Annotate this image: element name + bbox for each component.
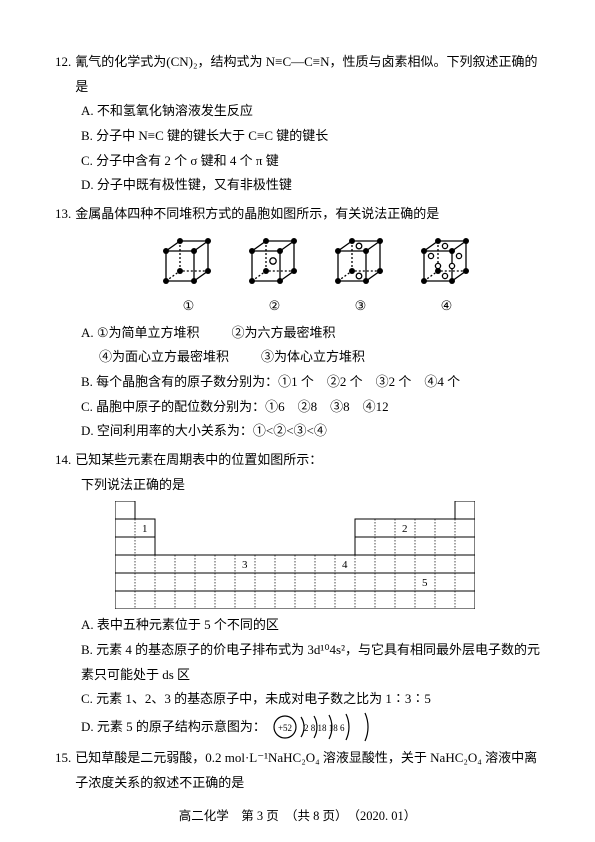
pt-label-1: 1	[142, 523, 148, 535]
q14-opt-d-text: D. 元素 5 的原子结构示意图为：	[81, 715, 266, 740]
q12-opt-d: D. 分子中既有极性键，又有非极性键	[55, 173, 540, 198]
q14-opt-c: C. 元素 1、2、3 的基态原子中，未成对电子数之比为 1∶3∶5	[55, 687, 540, 712]
q13-label-1: ①	[183, 294, 195, 319]
q13-text: 金属晶体四种不同堆积方式的晶胞如图所示，有关说法正确的是	[75, 202, 439, 227]
q12-text: 氰气的化学式为(CN)₂，结构式为 N≡C—C≡N，性质与卤素相似。下列叙述正确…	[75, 50, 540, 99]
q15-stem: 15. 已知草酸是二元弱酸，0.2 mol·L⁻¹NaHC₂O₄ 溶液显酸性，关…	[55, 746, 540, 795]
q13-opt-a3: ④为面心立方最密堆积	[99, 345, 229, 370]
q12-opt-c: C. 分子中含有 2 个 σ 键和 4 个 π 键	[55, 149, 540, 174]
q12-stem: 12. 氰气的化学式为(CN)₂，结构式为 N≡C—C≡N，性质与卤素相似。下列…	[55, 50, 540, 99]
q13-opt-c: C. 晶胞中原子的配位数分别为：①6 ②8 ③8 ④12	[55, 395, 540, 420]
q13-opt-a-row1: A. ①为简单立方堆积 ②为六方最密堆积	[55, 321, 540, 346]
q13-opt-a2: ②为六方最密堆积	[232, 321, 336, 346]
q13-num: 13.	[55, 202, 71, 227]
q13-label-2: ②	[269, 294, 281, 319]
cube-hcp-icon	[330, 233, 392, 293]
q14-opt-a: A. 表中五种元素位于 5 个不同的区	[55, 613, 540, 638]
atom-structure-icon: +52 2 8 18 18 6	[270, 712, 380, 742]
periodic-table-icon: 1 2 3 4 5	[115, 501, 475, 609]
cube-bcc-icon	[244, 233, 306, 293]
q13-opt-d: D. 空间利用率的大小关系为：①<②<③<④	[55, 419, 540, 444]
q12-opt-a: A. 不和氢氧化钠溶液发生反应	[55, 99, 540, 124]
q13-diagrams: ① ②	[95, 233, 540, 319]
question-13: 13. 金属晶体四种不同堆积方式的晶胞如图所示，有关说法正确的是 ①	[55, 202, 540, 444]
q13-opt-b: B. 每个晶胞含有的原子数分别为：①1 个 ②2 个 ③2 个 ④4 个	[55, 370, 540, 395]
pt-label-5: 5	[422, 577, 428, 589]
q14-opt-d: D. 元素 5 的原子结构示意图为： +52 2 8 18 18 6	[55, 712, 380, 742]
q14-opt-b: B. 元素 4 的基态原子的价电子排布式为 3d¹⁰4s²，与它具有相同最外层电…	[55, 638, 540, 687]
q14-sub: 下列说法正确的是	[55, 473, 540, 498]
cube-simple-icon	[158, 233, 220, 293]
q13-cube-1: ①	[158, 233, 220, 319]
q14-num: 14.	[55, 448, 71, 473]
q12-num: 12.	[55, 50, 71, 99]
question-14: 14. 已知某些元素在周期表中的位置如图所示： 下列说法正确的是	[55, 448, 540, 742]
q13-cube-2: ②	[244, 233, 306, 319]
q13-cube-3: ③	[330, 233, 392, 319]
q13-opt-a4: ③为体心立方堆积	[261, 345, 365, 370]
q14-periodic-table: 1 2 3 4 5	[115, 501, 540, 609]
q13-stem: 13. 金属晶体四种不同堆积方式的晶胞如图所示，有关说法正确的是	[55, 202, 540, 227]
q13-label-4: ④	[441, 294, 453, 319]
q13-label-3: ③	[355, 294, 367, 319]
cube-fcc-icon	[416, 233, 478, 293]
q13-cube-4: ④	[416, 233, 478, 319]
q14-stem: 14. 已知某些元素在周期表中的位置如图所示：	[55, 448, 540, 473]
q13-opt-a1: A. ①为简单立方堆积	[81, 321, 200, 346]
pt-label-2: 2	[402, 523, 408, 535]
pt-label-4: 4	[342, 559, 348, 571]
question-12: 12. 氰气的化学式为(CN)₂，结构式为 N≡C—C≡N，性质与卤素相似。下列…	[55, 50, 540, 198]
atom-shells: 2 8 18 18 6	[304, 723, 345, 733]
q13-opt-a-row2: ④为面心立方最密堆积 ③为体心立方堆积	[55, 345, 540, 370]
page-footer: 高二化学 第 3 页 （共 8 页） （2020. 01）	[55, 805, 540, 829]
q15-num: 15.	[55, 746, 71, 795]
atom-core: +52	[278, 723, 292, 733]
pt-label-3: 3	[242, 559, 248, 571]
q12-opt-b: B. 分子中 N≡C 键的键长大于 C≡C 键的键长	[55, 124, 540, 149]
question-15: 15. 已知草酸是二元弱酸，0.2 mol·L⁻¹NaHC₂O₄ 溶液显酸性，关…	[55, 746, 540, 795]
q15-text: 已知草酸是二元弱酸，0.2 mol·L⁻¹NaHC₂O₄ 溶液显酸性，关于 Na…	[75, 746, 540, 795]
q14-text: 已知某些元素在周期表中的位置如图所示：	[75, 448, 322, 473]
